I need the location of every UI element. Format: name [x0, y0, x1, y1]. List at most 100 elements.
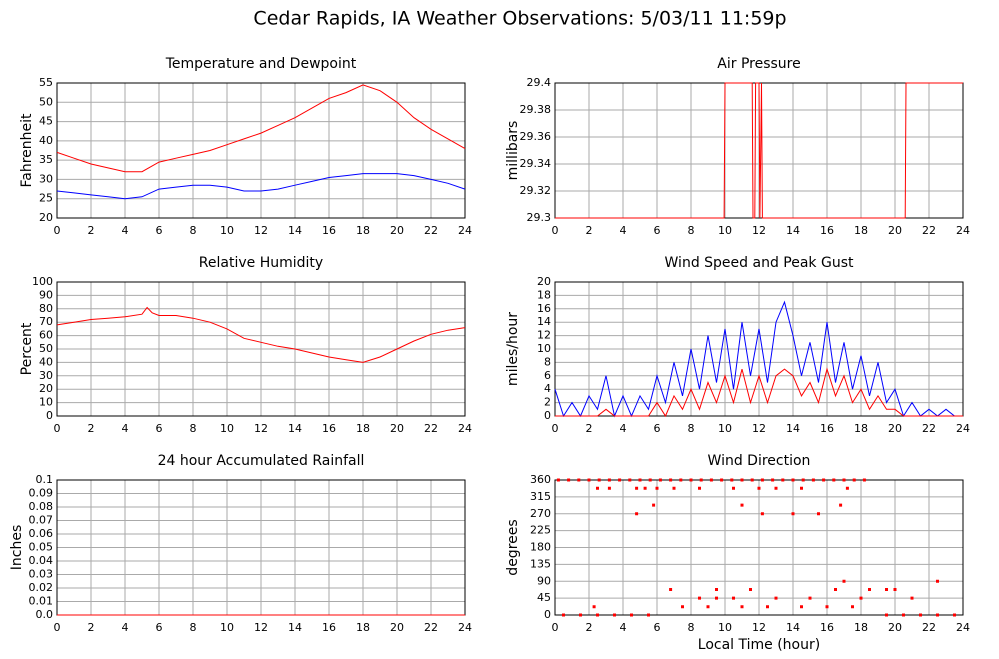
y-tick-label: 270 — [530, 507, 551, 520]
data-point — [800, 486, 803, 490]
data-point — [647, 613, 650, 617]
x-tick-label: 18 — [356, 621, 370, 634]
chart-title: 24 hour Accumulated Rainfall — [158, 453, 365, 469]
y-tick-label: 50 — [39, 342, 53, 355]
data-point — [845, 486, 849, 490]
x-tick-label: 24 — [956, 224, 970, 237]
x-tick-label: 6 — [654, 621, 661, 634]
x-tick-label: 12 — [752, 422, 766, 435]
x-tick-label: 20 — [888, 422, 902, 435]
data-point — [760, 478, 764, 482]
y-tick-label: 25 — [39, 192, 53, 205]
x-tick-label: 6 — [156, 224, 163, 237]
data-point — [936, 579, 939, 583]
data-point — [681, 605, 684, 609]
data-point — [842, 579, 846, 583]
data-point — [607, 478, 611, 482]
y-tick-label: 0.09 — [29, 487, 54, 500]
data-point — [562, 613, 565, 617]
y-tick-label: 45 — [39, 115, 53, 128]
x-tick-label: 22 — [424, 224, 438, 237]
y-tick-label: 90 — [39, 288, 53, 301]
data-point — [885, 613, 888, 617]
data-point — [740, 503, 744, 507]
y-tick-label: 50 — [39, 95, 53, 108]
data-point — [919, 613, 922, 617]
y-tick-label: 0.01 — [29, 595, 54, 608]
y-tick-label: 29.3 — [527, 211, 552, 224]
x-tick-label: 12 — [254, 224, 268, 237]
data-line — [554, 300, 963, 418]
y-tick-label: 135 — [530, 557, 551, 570]
x-tick-label: 6 — [156, 621, 163, 634]
data-point — [822, 478, 826, 482]
x-tick-label: 22 — [922, 224, 936, 237]
data-point — [579, 613, 582, 617]
data-point — [781, 478, 785, 482]
x-tick-label: 18 — [854, 621, 868, 634]
y-tick-label: 0 — [46, 409, 53, 422]
data-point — [842, 478, 846, 482]
y-axis-label: miles/hour — [505, 312, 521, 386]
data-point — [672, 486, 676, 490]
y-tick-label: 30 — [39, 369, 53, 382]
y-axis-label: Fahrenheit — [19, 113, 35, 188]
data-point — [709, 478, 713, 482]
x-tick-label: 16 — [322, 621, 336, 634]
x-tick-label: 12 — [254, 422, 268, 435]
x-tick-label: 8 — [190, 621, 197, 634]
y-tick-label: 2 — [544, 396, 551, 409]
plot-frame — [56, 281, 466, 417]
data-point — [885, 588, 888, 591]
x-tick-label: 24 — [458, 621, 472, 634]
data-line — [56, 84, 466, 173]
data-point — [834, 588, 837, 591]
y-axis-label: degrees — [505, 519, 521, 575]
data-point — [698, 596, 701, 600]
y-tick-label: 80 — [39, 302, 53, 315]
chart-title: Temperature and Dewpoint — [165, 56, 357, 72]
data-line — [555, 82, 963, 219]
data-point — [669, 588, 673, 591]
x-tick-label: 14 — [288, 224, 302, 237]
x-tick-label: 6 — [654, 224, 661, 237]
x-tick-label: 14 — [786, 224, 800, 237]
x-tick-label: 16 — [322, 422, 336, 435]
x-tick-label: 4 — [620, 422, 627, 435]
x-tick-label: 18 — [854, 224, 868, 237]
y-tick-label: 29.32 — [520, 184, 552, 197]
data-point — [766, 605, 769, 609]
y-tick-label: 29.38 — [520, 103, 552, 116]
y-tick-label: 0.04 — [29, 554, 54, 567]
y-tick-label: 29.4 — [527, 76, 552, 89]
data-point — [643, 486, 647, 490]
data-point — [750, 478, 754, 482]
y-tick-label: 10 — [39, 396, 53, 409]
y-tick-label: 55 — [39, 76, 53, 89]
x-tick-label: 14 — [288, 621, 302, 634]
x-tick-label: 14 — [288, 422, 302, 435]
data-point — [740, 605, 744, 609]
y-tick-label: 0.08 — [29, 500, 54, 513]
x-tick-label: 22 — [922, 621, 936, 634]
data-point — [893, 588, 897, 591]
x-tick-label: 8 — [190, 224, 197, 237]
x-axis-label: Local Time (hour) — [698, 637, 820, 653]
x-tick-label: 20 — [390, 422, 404, 435]
data-point — [862, 478, 866, 482]
data-point — [669, 478, 673, 482]
data-point — [689, 478, 693, 482]
data-point — [801, 478, 805, 482]
data-point — [791, 478, 795, 482]
y-tick-label: 90 — [537, 574, 551, 587]
y-tick-label: 29.34 — [520, 157, 552, 170]
data-point — [851, 605, 854, 609]
x-tick-label: 10 — [718, 422, 732, 435]
x-tick-label: 0 — [552, 224, 559, 237]
x-tick-label: 10 — [718, 621, 732, 634]
x-tick-label: 10 — [220, 422, 234, 435]
y-tick-label: 180 — [530, 541, 551, 554]
x-tick-label: 10 — [220, 621, 234, 634]
plot-frame — [554, 479, 964, 616]
